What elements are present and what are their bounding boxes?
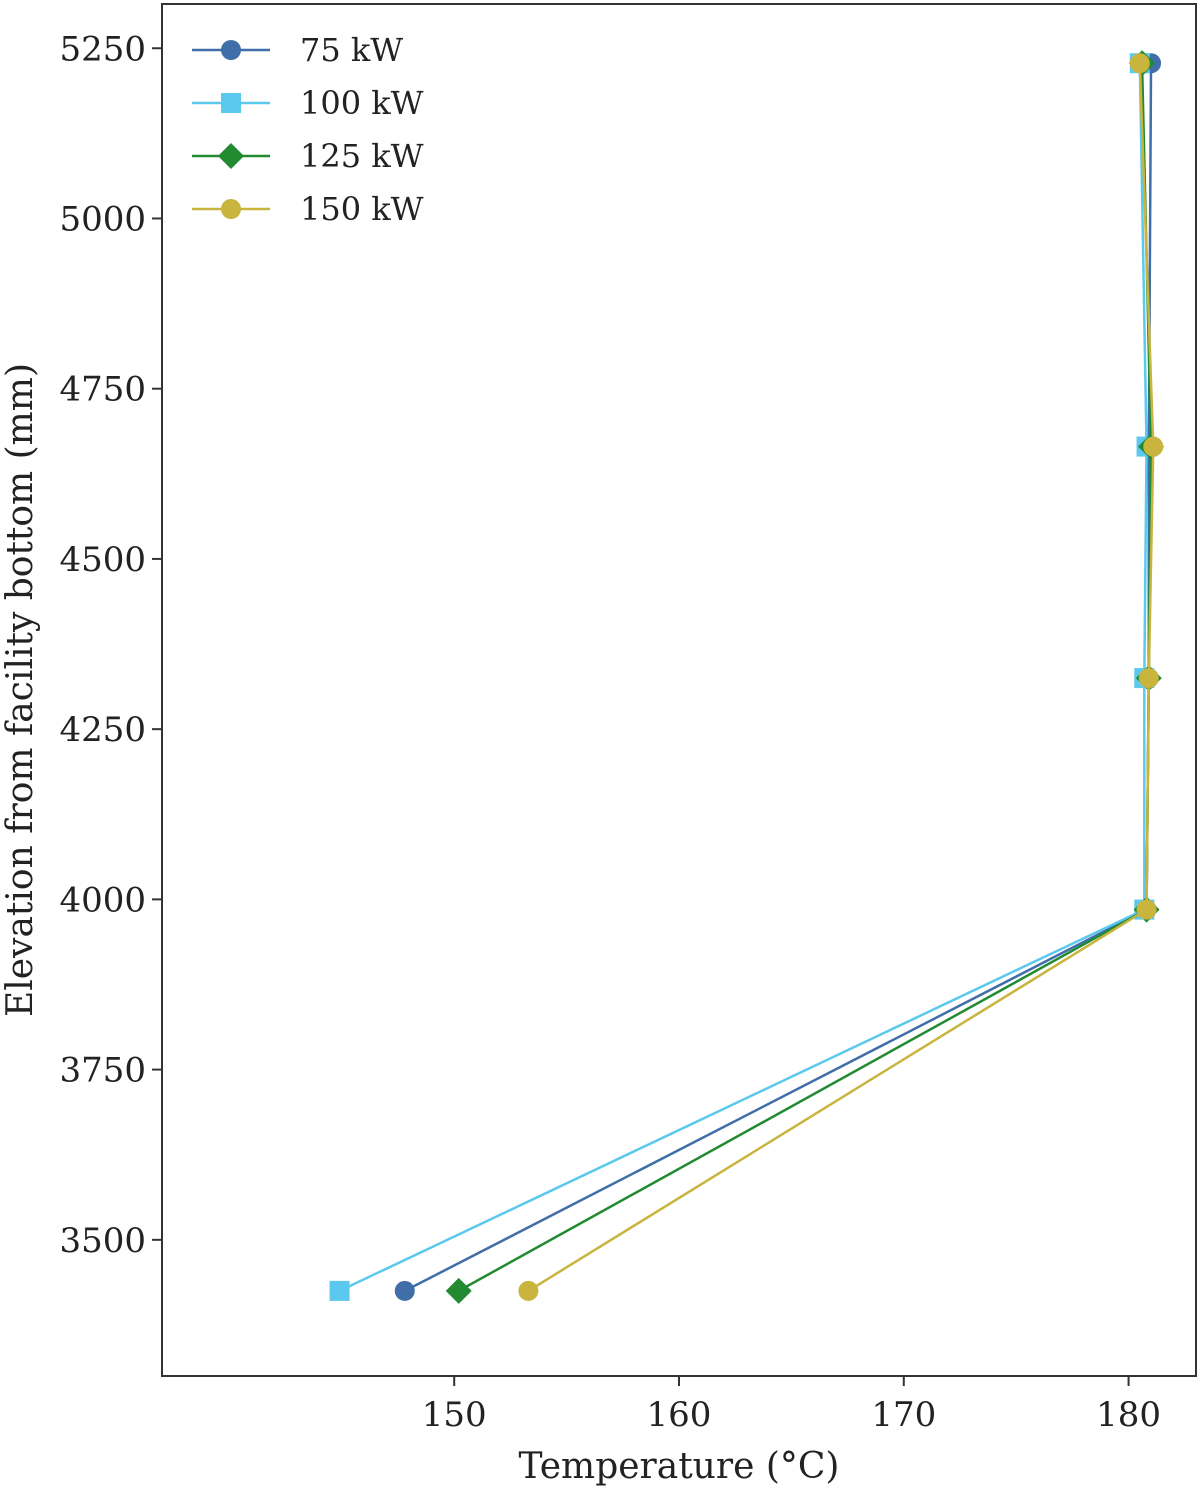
- data-point: [518, 1280, 539, 1301]
- series-3: [445, 50, 1165, 1304]
- x-tick-label: 160: [647, 1395, 712, 1435]
- legend-item: 75 kW: [192, 31, 403, 69]
- legend-label: 100 kW: [300, 84, 424, 122]
- y-tick-label: 4500: [59, 540, 146, 580]
- y-tick-label: 4750: [59, 370, 146, 410]
- y-tick-label: 3750: [59, 1051, 146, 1091]
- x-tick-label: 170: [871, 1395, 936, 1435]
- data-point: [445, 1277, 472, 1304]
- data-point: [1129, 53, 1150, 74]
- y-axis: 3500 3750 4000 4250 4500 4750 5000 5250: [59, 29, 162, 1261]
- legend: 75 kW 100 kW 125 kW 150 kW: [192, 31, 424, 228]
- series-2: [329, 53, 1157, 1301]
- x-axis-title: Temperature (°C): [519, 1446, 840, 1487]
- data-point: [329, 1280, 350, 1301]
- legend-item: 125 kW: [192, 137, 424, 175]
- data-point: [394, 1280, 415, 1301]
- x-axis: 150 160 170 180: [422, 1376, 1161, 1435]
- legend-marker: [221, 199, 241, 219]
- legend-label: 125 kW: [300, 137, 424, 175]
- series-layer: [329, 50, 1165, 1304]
- series-4: [518, 53, 1164, 1301]
- y-tick-label: 5000: [59, 199, 146, 239]
- legend-label: 150 kW: [300, 190, 424, 228]
- legend-label: 75 kW: [300, 31, 403, 69]
- series-line: [458, 63, 1153, 1292]
- y-tick-label: 4000: [59, 880, 146, 920]
- data-point: [1138, 668, 1159, 689]
- y-axis-title: Elevation from facility bottom (mm): [0, 363, 41, 1017]
- legend-marker: [221, 93, 241, 113]
- series-line: [339, 63, 1148, 1293]
- y-tick-label: 4250: [59, 710, 146, 750]
- y-tick-label: 3500: [59, 1221, 146, 1261]
- legend-marker: [221, 40, 241, 60]
- data-point: [1143, 436, 1164, 457]
- legend-item: 100 kW: [192, 84, 424, 122]
- x-tick-label: 150: [422, 1395, 487, 1435]
- series-line: [527, 63, 1155, 1292]
- series-line: [404, 63, 1153, 1293]
- x-tick-label: 180: [1096, 1395, 1161, 1435]
- data-point: [1136, 899, 1157, 920]
- y-tick-label: 5250: [59, 29, 146, 69]
- legend-item: 150 kW: [192, 190, 424, 228]
- legend-marker: [218, 143, 244, 169]
